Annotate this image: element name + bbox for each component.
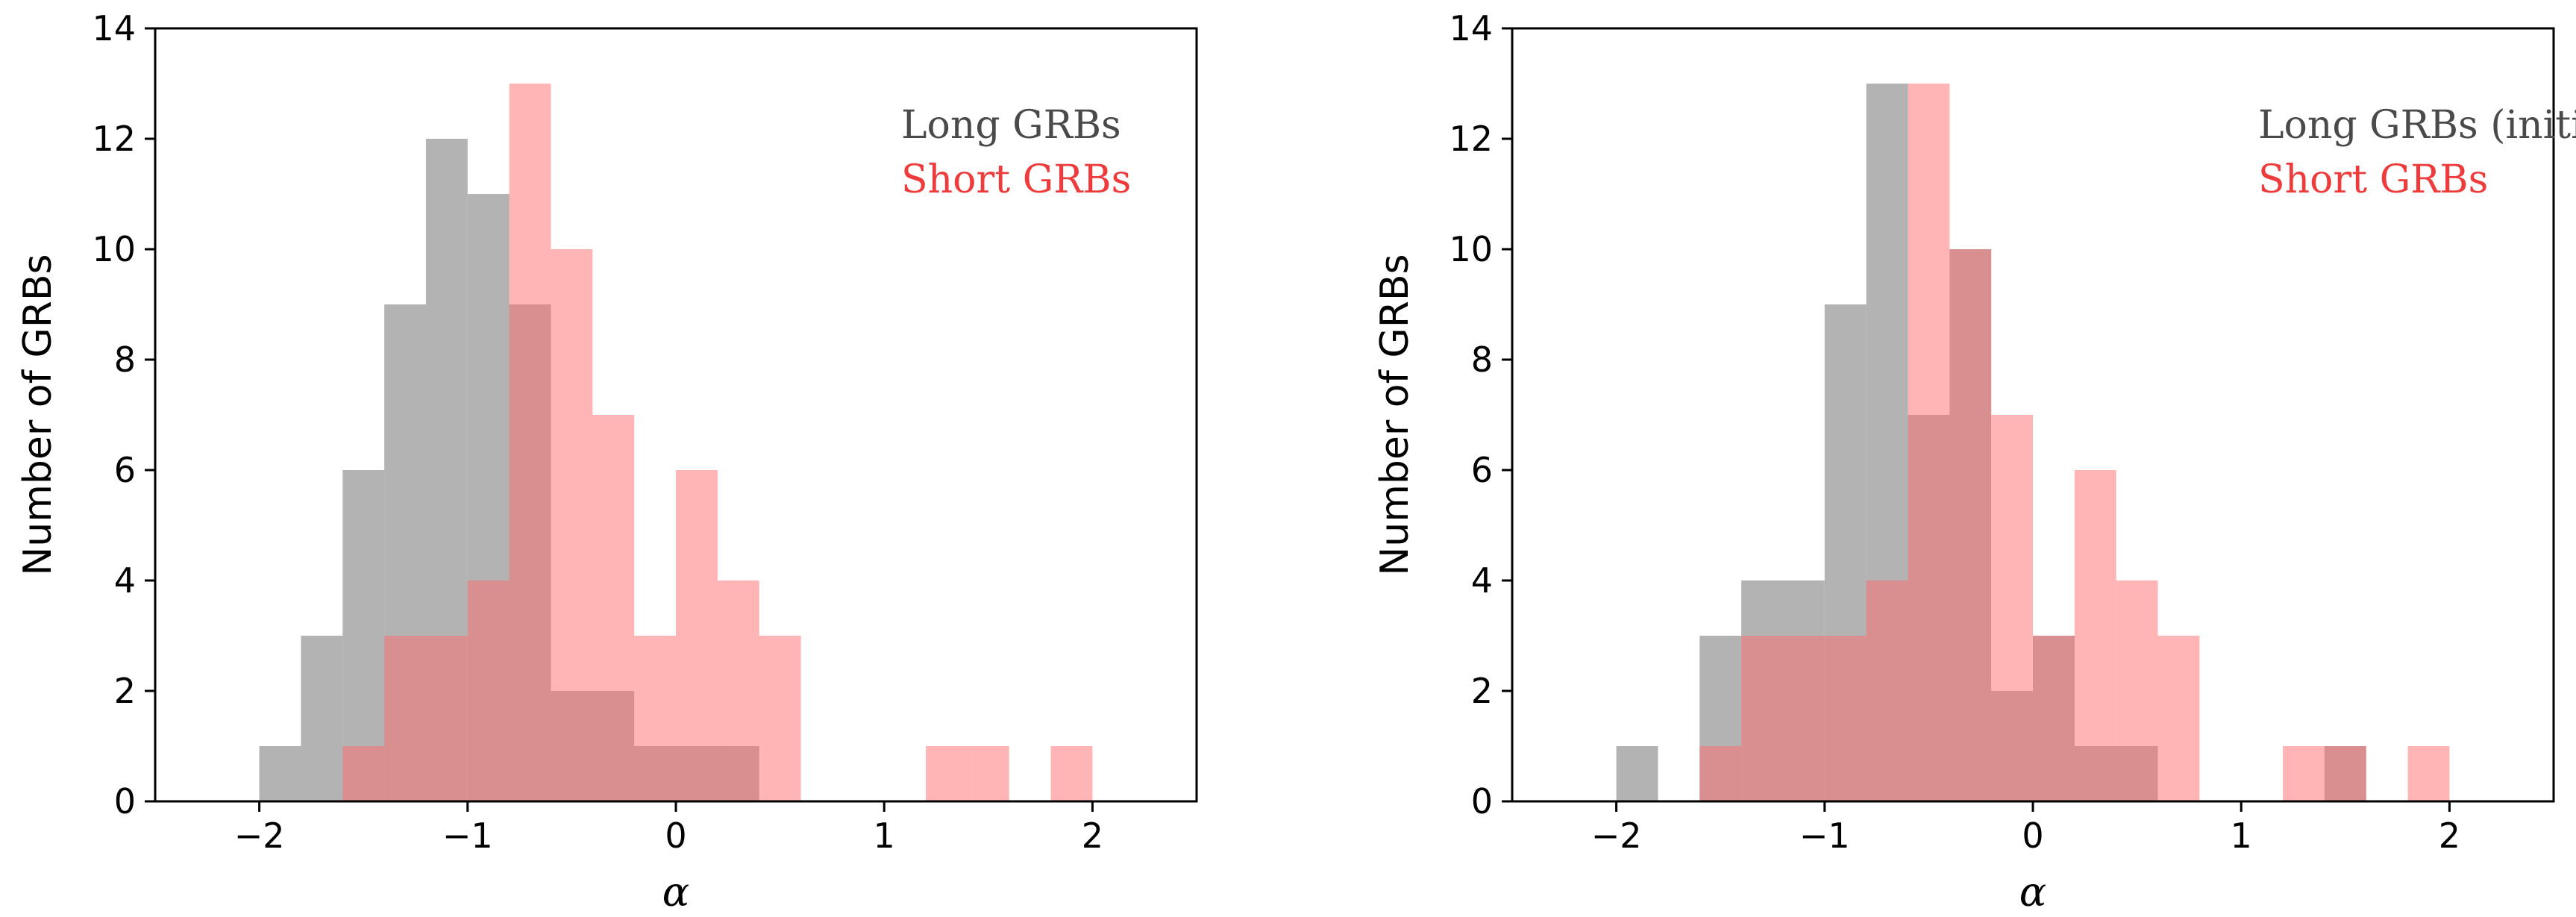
y-tick-label: 2 — [1471, 671, 1493, 711]
y-tick-label: 4 — [114, 560, 136, 601]
x-tick-label: 2 — [1082, 816, 1103, 856]
histogram-bar — [467, 580, 510, 801]
histogram-bar — [717, 580, 759, 801]
series-short-grbs — [1699, 84, 2450, 801]
x-tick-label: 0 — [665, 816, 686, 856]
y-tick-label: 2 — [114, 671, 136, 711]
y-tick-label: 0 — [1471, 781, 1493, 821]
y-tick-label: 4 — [1471, 560, 1493, 601]
histogram-bar — [1991, 415, 2033, 801]
x-axis-label: α — [662, 869, 689, 916]
histogram-bar — [1824, 636, 1867, 801]
legend-entry: Short GRBs — [901, 157, 1131, 202]
legend: Long GRBs Short GRBs — [901, 103, 1131, 202]
x-tick-label: −1 — [442, 816, 493, 856]
histogram-bar — [1866, 580, 1908, 801]
histogram-bar — [2033, 636, 2075, 801]
y-tick-label: 6 — [114, 450, 136, 490]
histogram-bar — [342, 746, 385, 801]
histogram-bar — [1908, 84, 1950, 801]
histogram-bar — [1616, 746, 1658, 801]
y-tick-label: 0 — [114, 781, 136, 821]
histogram-bar — [1050, 746, 1093, 801]
histogram-bar — [967, 746, 1009, 801]
histogram-bar — [301, 636, 343, 801]
histogram-bar — [551, 249, 593, 801]
histogram-bar — [2074, 470, 2116, 801]
x-tick-label: 1 — [874, 816, 895, 856]
legend-entry: Long GRBs — [901, 103, 1121, 148]
y-tick-label: 8 — [114, 339, 136, 380]
legend: Long GRBs (initial 2s) Short GRBs — [2258, 103, 2576, 202]
histogram-bar — [509, 84, 551, 801]
x-axis-label: α — [2019, 869, 2046, 916]
histogram-bar — [384, 636, 426, 801]
y-tick-label: 14 — [1449, 8, 1493, 48]
y-axis-label: Number of GRBs — [1373, 254, 1417, 575]
histogram-bar — [2157, 636, 2200, 801]
histogram-bar — [259, 746, 301, 801]
histogram-bar — [2407, 746, 2450, 801]
histogram-bar — [926, 746, 968, 801]
histogram-bar — [759, 636, 801, 801]
x-tick-label: 0 — [2022, 816, 2043, 856]
histogram-bar — [1699, 746, 1742, 801]
x-tick-label: 2 — [2439, 816, 2460, 856]
histogram-bar — [2283, 746, 2325, 801]
y-tick-label: 14 — [92, 8, 136, 48]
histogram-bar — [1782, 636, 1825, 801]
histogram-bar — [2324, 746, 2366, 801]
y-tick-label: 10 — [92, 229, 136, 269]
histogram-bar — [425, 636, 468, 801]
y-tick-label: 12 — [92, 119, 136, 159]
y-tick-label: 12 — [1449, 119, 1493, 159]
histogram-bar — [2116, 580, 2158, 801]
series-short-grbs — [342, 84, 1093, 801]
x-tick-label: −1 — [1799, 816, 1850, 856]
legend-entry: Short GRBs — [2258, 157, 2488, 202]
y-axis-label: Number of GRBs — [16, 254, 60, 575]
y-tick-label: 10 — [1449, 229, 1493, 269]
histogram-bar — [676, 470, 718, 801]
x-tick-label: 1 — [2231, 816, 2252, 856]
y-tick-label: 8 — [1471, 339, 1493, 380]
histogram-bar — [592, 415, 635, 801]
histogram-bar — [634, 636, 676, 801]
x-tick-label: −2 — [234, 816, 285, 856]
y-tick-label: 6 — [1471, 450, 1493, 490]
x-tick-label: −2 — [1591, 816, 1642, 856]
histogram-bar — [1949, 249, 1992, 801]
histogram-bar — [1741, 636, 1783, 801]
legend-entry: Long GRBs (initial 2s) — [2258, 103, 2576, 148]
